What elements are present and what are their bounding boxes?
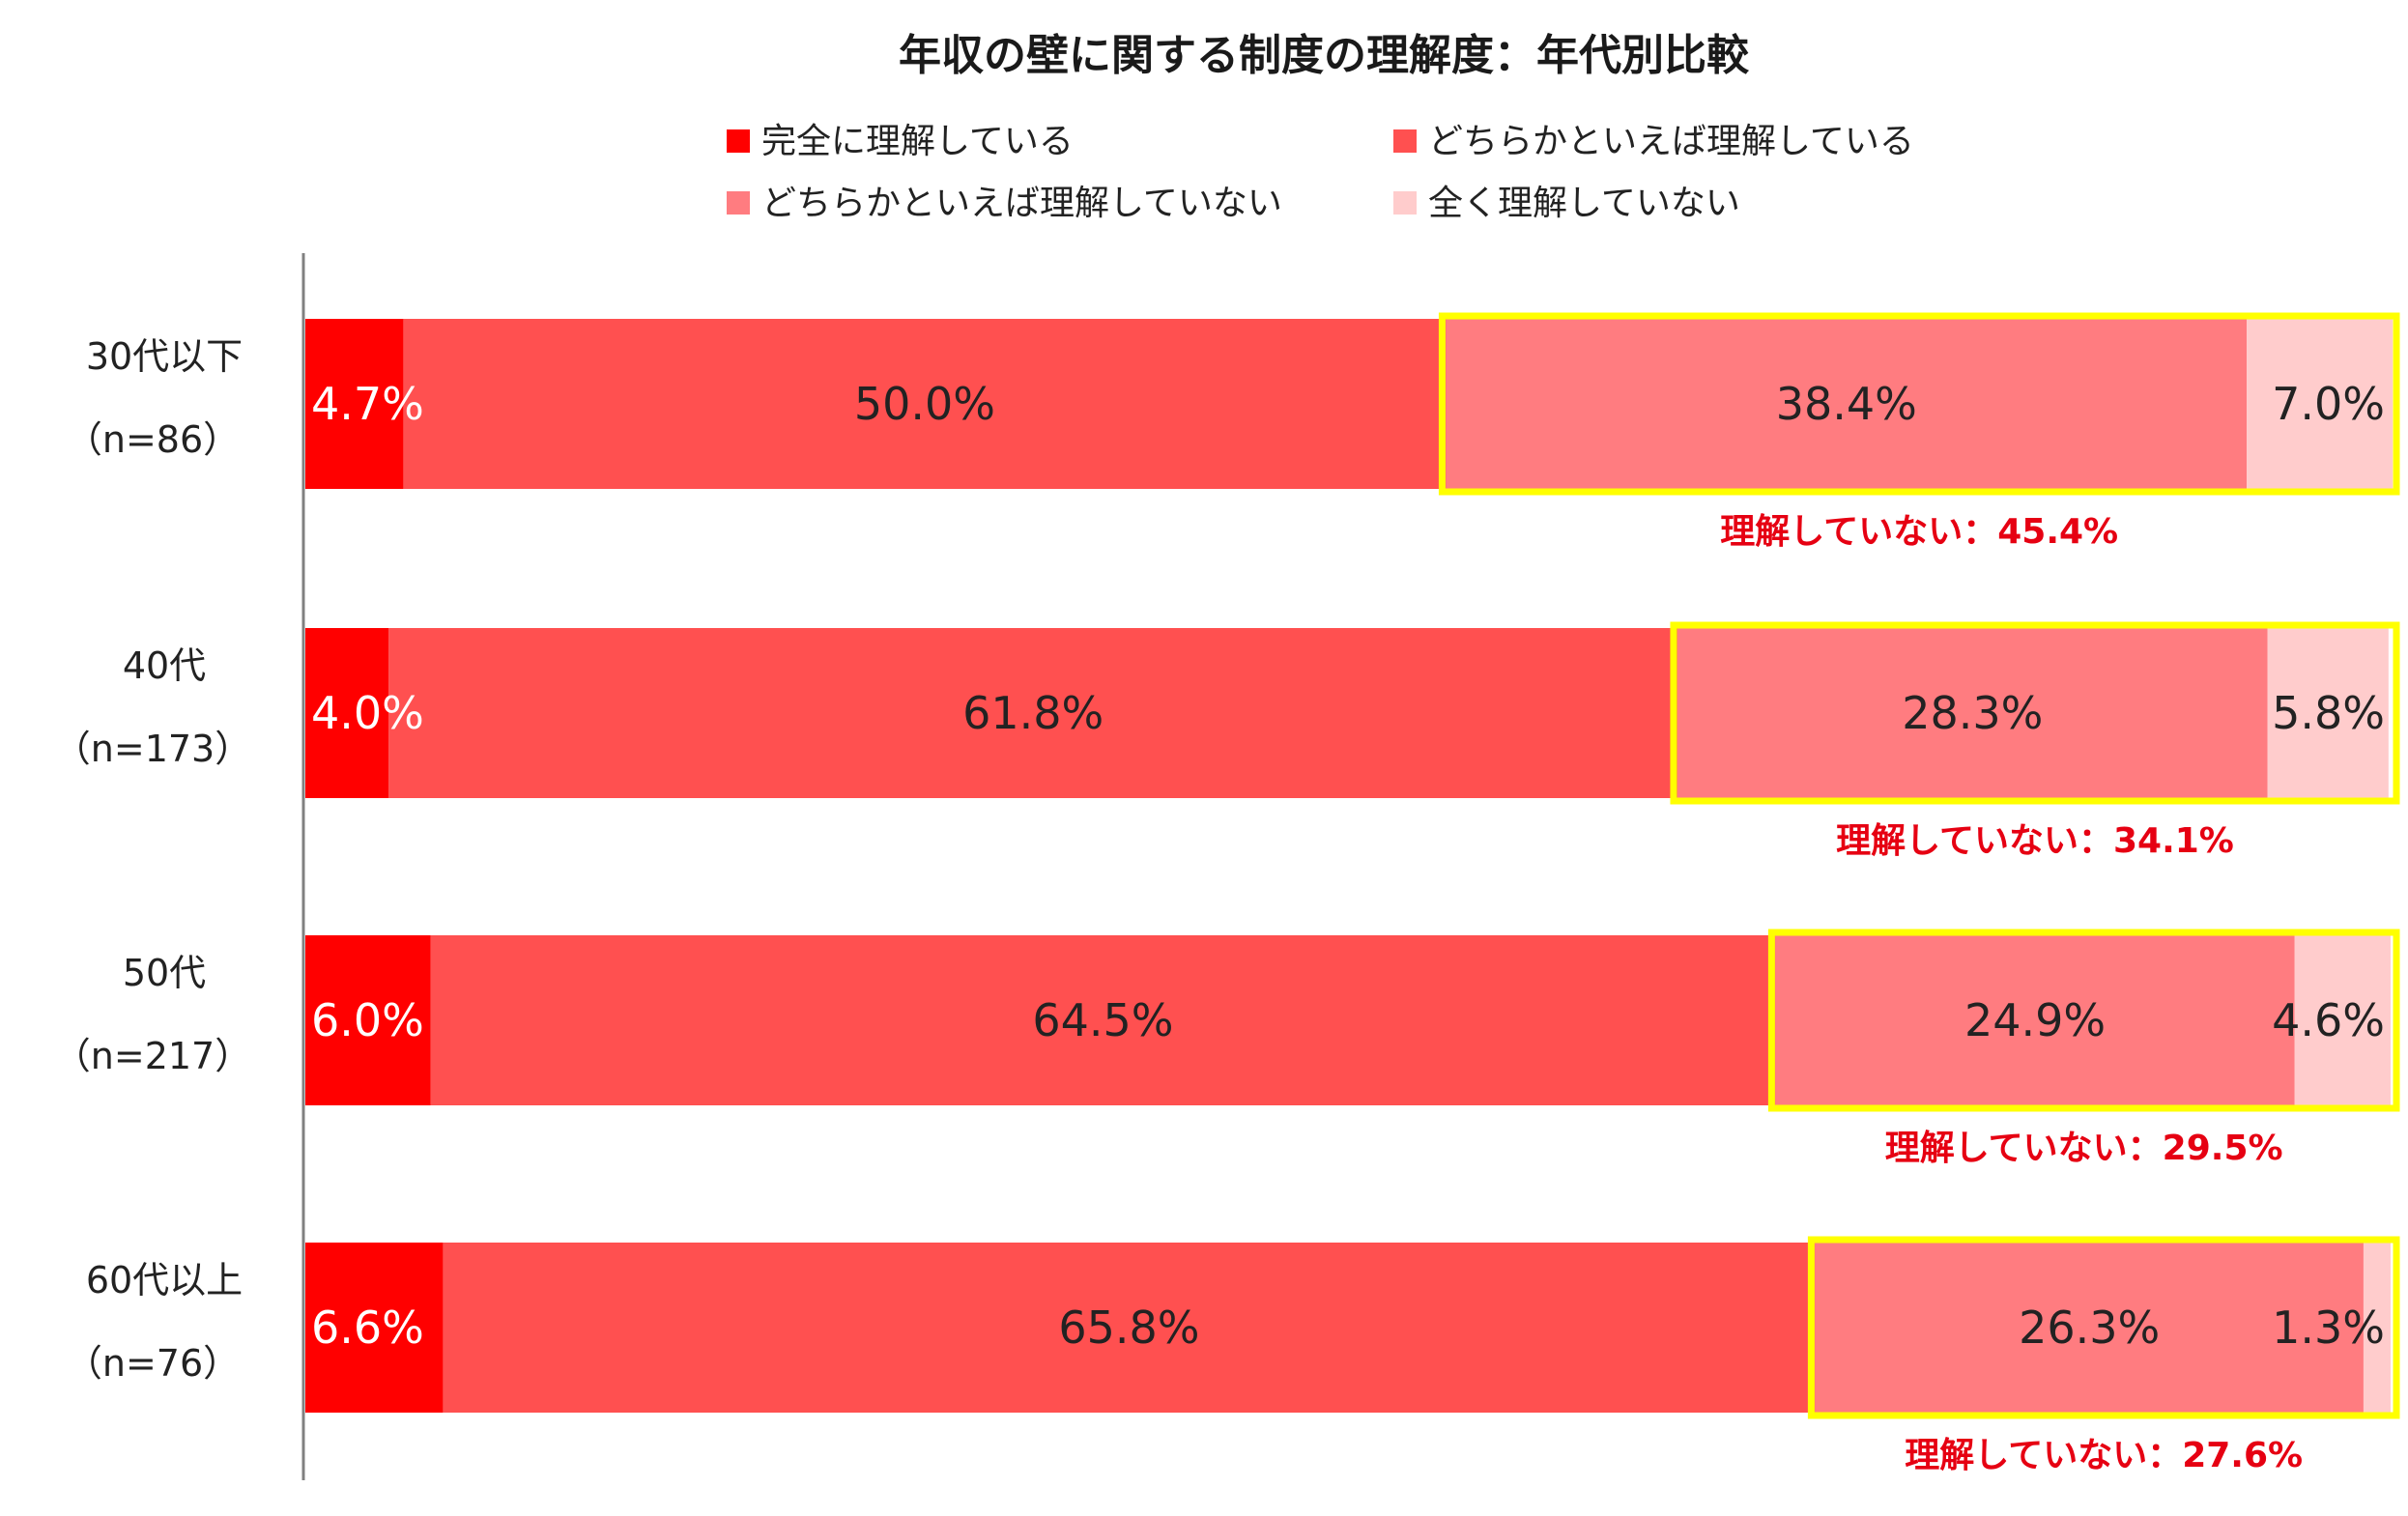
- bar-segment: [430, 935, 1776, 1105]
- callout-label: 理解していない：29.5%: [1885, 1129, 2283, 1168]
- data-label: 6.6%: [311, 1301, 424, 1354]
- category-sample-size: （n=76）: [66, 1342, 240, 1385]
- legend-label: どちらかといえば理解していない: [761, 184, 1282, 223]
- bar-segment: [2363, 1243, 2391, 1413]
- legend-swatch: [727, 191, 750, 215]
- category-sample-size: （n=173）: [54, 728, 251, 770]
- bar-segment: [1446, 319, 2248, 489]
- category-labels: 30代以下 （n=86） 40代 （n=173） 50代 （n=217） 60代以上 （n=7…: [54, 335, 251, 1385]
- data-label: 26.3%: [2019, 1301, 2160, 1354]
- legend-label: どちらかといえば理解している: [1428, 122, 1914, 161]
- chart-title: 年収の壁に関する制度の理解度：年代別比較: [899, 31, 1750, 80]
- callout-label: 理解していない：27.6%: [1905, 1436, 2303, 1475]
- data-label: 65.8%: [1058, 1301, 1199, 1354]
- highlight-box: [1767, 929, 2400, 1112]
- bar-segment: [305, 1243, 444, 1413]
- callout-label: 理解していない：45.4%: [1720, 512, 2118, 552]
- data-label: 28.3%: [1902, 687, 2043, 739]
- bar-segment: [1815, 1243, 2364, 1413]
- bar-segment: [2267, 628, 2389, 798]
- highlight-box: [1670, 621, 2400, 805]
- bar-segment: [1775, 935, 2295, 1105]
- data-label: 24.9%: [1964, 994, 2106, 1046]
- data-label: 4.0%: [311, 687, 424, 739]
- data-label: 4.7%: [311, 378, 424, 430]
- legend-label: 全く理解していない: [1428, 184, 1740, 223]
- bar-segment: [1677, 628, 2268, 798]
- bar-segment: [305, 628, 389, 798]
- legend-swatch: [1393, 191, 1417, 215]
- bar-segment: [305, 935, 431, 1105]
- data-label: 5.8%: [2272, 687, 2385, 739]
- data-label: 38.4%: [1776, 378, 1917, 430]
- bars: 4.7% 50.0% 38.4% 7.0% 4.0% 61.8% 28.3% 5.8% 6.0%…: [305, 319, 2394, 1413]
- category-label: 60代以上: [86, 1259, 243, 1301]
- data-label: 4.6%: [2272, 994, 2385, 1046]
- bar-segment: [388, 628, 1677, 798]
- callouts: 理解していない：45.4% 理解していない：34.1% 理解していない：29.5% 理…: [1720, 512, 2303, 1475]
- category-sample-size: （n=86）: [66, 418, 240, 461]
- bar-segment: [403, 319, 1447, 489]
- legend-swatch: [727, 129, 750, 153]
- highlight-box: [1807, 1236, 2400, 1419]
- data-label: 61.8%: [962, 687, 1104, 739]
- category-label: 40代: [123, 644, 206, 687]
- data-label: 1.3%: [2272, 1301, 2385, 1354]
- legend-label: 完全に理解している: [761, 122, 1074, 161]
- category-sample-size: （n=217）: [54, 1035, 251, 1077]
- highlight-box: [1438, 312, 2400, 496]
- data-label: 64.5%: [1032, 994, 1173, 1046]
- data-label: 6.0%: [311, 994, 424, 1046]
- bar-segment: [2294, 935, 2391, 1105]
- callout-label: 理解していない：34.1%: [1836, 821, 2234, 861]
- highlights: [1438, 312, 2400, 1419]
- bar-segment: [305, 319, 404, 489]
- data-label: 7.0%: [2272, 378, 2385, 430]
- category-label: 50代: [123, 952, 206, 994]
- category-label: 30代以下: [86, 335, 243, 378]
- data-label: 50.0%: [854, 378, 995, 430]
- legend-swatch: [1393, 129, 1417, 153]
- bar-segment: [2247, 319, 2394, 489]
- bar-segment: [443, 1243, 1816, 1413]
